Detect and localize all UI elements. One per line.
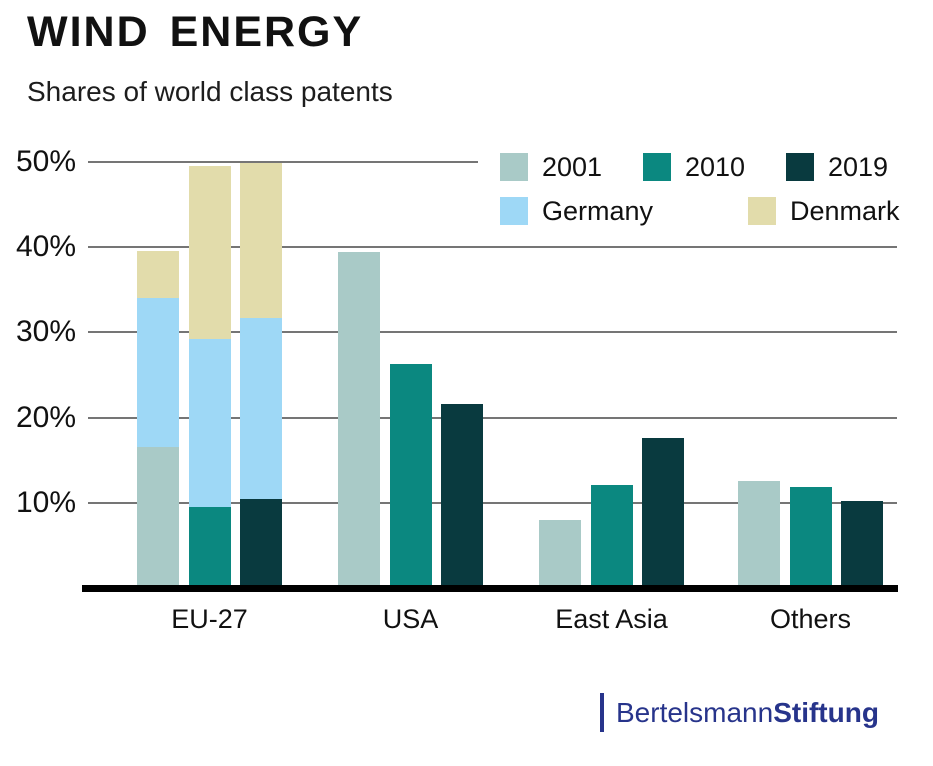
bar-eu-27-2019-germany-segment — [240, 318, 282, 499]
legend-swatch-germany — [500, 197, 528, 225]
y-tick-label-40: 40% — [15, 230, 76, 264]
legend-label-denmark: Denmark — [790, 196, 900, 226]
bar-others-2010 — [789, 487, 832, 588]
x-axis-label-eu-27: EU-27 — [171, 604, 248, 634]
brand-divider-bar — [600, 693, 604, 732]
brand-name-bold: Stiftung — [773, 697, 879, 728]
y-tick-label-30: 30% — [15, 315, 76, 349]
y-tick-label-10: 10% — [15, 485, 76, 519]
bar-eu-27-2001 — [137, 447, 179, 588]
brand-logo: BertelsmannStiftung — [616, 697, 879, 729]
page-subtitle: Shares of world class patents — [27, 76, 393, 107]
bar-eu-27-2010-denmark-segment — [188, 166, 231, 339]
gridline-50 — [88, 161, 478, 163]
bar-east-asia-2010 — [590, 485, 633, 588]
x-axis-label-usa: USA — [382, 604, 439, 634]
legend-label-2019: 2019 — [828, 152, 889, 182]
bar-east-asia-2001 — [539, 520, 581, 588]
legend-label-2001: 2001 — [542, 152, 603, 182]
bar-usa-2001 — [338, 252, 380, 588]
legend-label-germany: Germany — [542, 196, 654, 226]
page-title: WIND ENERGY — [27, 8, 364, 56]
bar-others-2001 — [738, 481, 780, 588]
gridline-20 — [88, 416, 897, 419]
legend-swatch-2019 — [786, 153, 814, 181]
plot-area — [88, 162, 897, 588]
bar-usa-2010 — [389, 364, 432, 588]
gridline-10 — [88, 501, 897, 504]
legend-swatch-2001 — [500, 153, 528, 181]
bar-eu-27-2019-denmark-segment — [240, 163, 282, 318]
bar-eu-27-2019 — [240, 499, 282, 588]
gridline-40 — [88, 246, 897, 249]
bar-eu-27-2001-denmark-segment — [137, 251, 179, 298]
bar-eu-27-2010 — [188, 507, 231, 588]
bar-eu-27-2010-germany-segment — [188, 339, 231, 507]
gridline-30 — [88, 331, 897, 334]
x-axis-label-others: Others — [769, 604, 852, 634]
y-tick-label-20: 20% — [15, 400, 76, 434]
brand-name-regular: Bertelsmann — [616, 697, 774, 728]
x-axis-label-east-asia: East Asia — [555, 604, 668, 634]
bar-usa-2019 — [441, 404, 483, 588]
legend-swatch-2010 — [643, 153, 671, 181]
y-tick-label-50: 50% — [15, 145, 76, 178]
legend-label-2010: 2010 — [685, 152, 746, 182]
bar-eu-27-2001-germany-segment — [137, 298, 179, 447]
x-axis-baseline — [82, 585, 898, 592]
bar-east-asia-2019 — [642, 438, 684, 588]
legend-swatch-denmark — [748, 197, 776, 225]
bar-others-2019 — [841, 501, 883, 588]
